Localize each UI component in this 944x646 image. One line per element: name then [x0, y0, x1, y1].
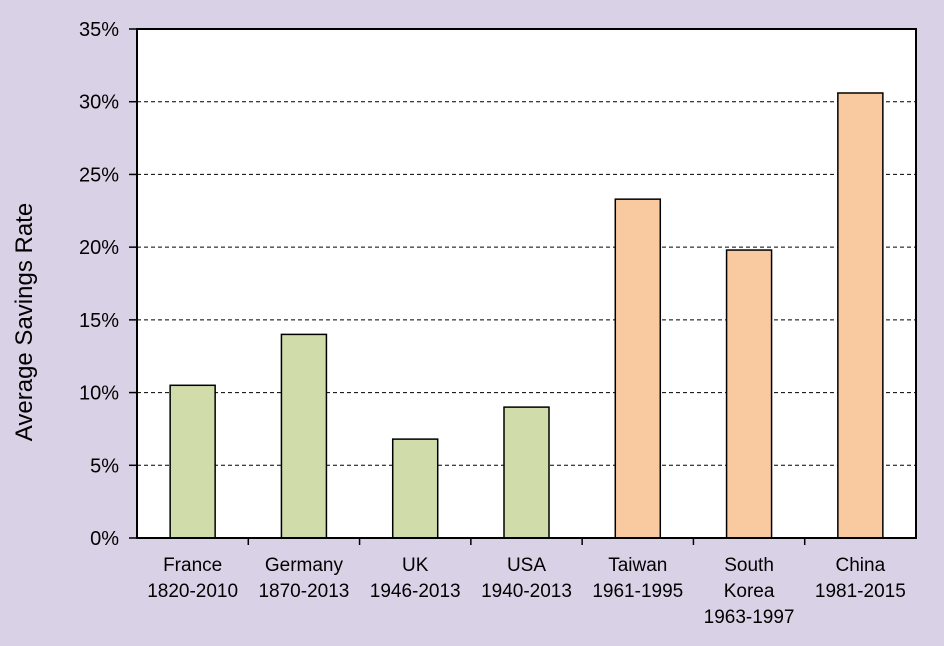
x-category-label: South Korea 1963-1997	[704, 555, 795, 628]
y-axis-title: Average Savings Rate	[11, 203, 38, 441]
y-tick-label: 5%	[90, 455, 119, 477]
x-category-label-line: France	[163, 555, 222, 576]
x-category-label: Taiwan 1961-1995	[592, 555, 683, 602]
y-tick-label: 20%	[79, 237, 119, 259]
bar	[725, 249, 773, 539]
x-category-label-line: South	[724, 555, 774, 576]
y-tick-label: 15%	[79, 310, 119, 332]
plot-frame	[136, 28, 917, 539]
bar	[280, 333, 328, 539]
x-category-label-line: 1820-2010	[147, 581, 238, 602]
bar	[503, 406, 550, 539]
bar	[614, 198, 662, 539]
x-category-label: UK 1946-2013	[370, 555, 461, 602]
bar	[837, 92, 884, 539]
x-category-label-line: 1940-2013	[481, 581, 572, 602]
x-category-label-line: 1961-1995	[592, 581, 683, 602]
gridlines	[137, 101, 916, 466]
bar	[391, 438, 439, 539]
x-category-label-line: 1981-2015	[815, 581, 906, 602]
x-category-label-line: 1870-2013	[258, 581, 349, 602]
y-tick-label: 35%	[79, 19, 119, 41]
y-tick-label: 30%	[79, 92, 119, 114]
y-tick-label: 25%	[79, 164, 119, 186]
x-category-label-line: China	[836, 555, 886, 576]
x-category-label: Germany 1870-2013	[258, 555, 349, 602]
x-category-label-line: 1963-1997	[704, 607, 795, 628]
y-tick-label: 10%	[79, 383, 119, 405]
y-tick-labels: 0% 5% 10% 15% 20% 25% 30% 35%	[79, 19, 137, 550]
x-category-label-line: USA	[507, 555, 546, 576]
y-tick-label: 0%	[90, 528, 119, 550]
x-category-label: USA 1940-2013	[481, 555, 572, 602]
bar	[169, 384, 216, 539]
x-category-label-line: 1946-2013	[370, 581, 461, 602]
x-category-label: China 1981-2015	[815, 555, 906, 602]
x-category-label-line: UK	[402, 555, 429, 576]
x-category-label: France 1820-2010	[147, 555, 238, 602]
x-category-label-line: Taiwan	[608, 555, 667, 576]
bars	[169, 92, 884, 539]
x-category-label-line: Germany	[265, 555, 344, 576]
x-category-label-line: Korea	[724, 581, 775, 602]
x-category-labels: France 1820-2010 Germany 1870-2013 UK 1946-20…	[147, 538, 906, 628]
